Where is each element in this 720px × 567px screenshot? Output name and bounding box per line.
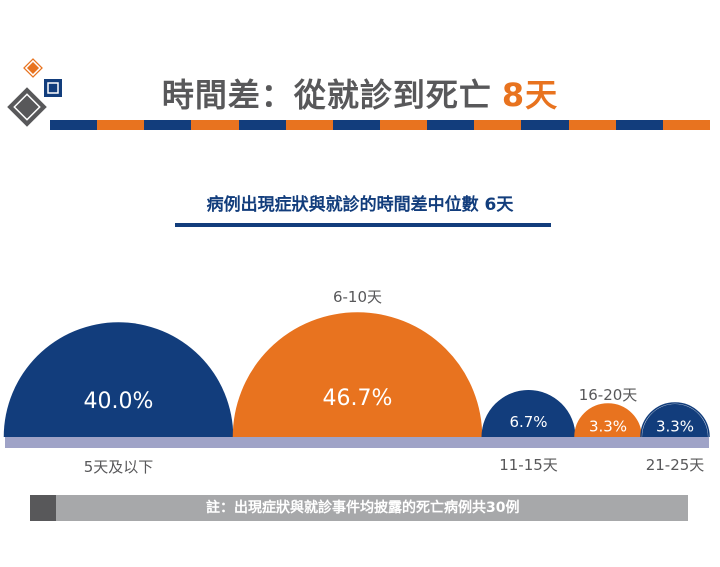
value-semicircle-2 bbox=[481, 390, 576, 437]
category-label-2: 11-15天 bbox=[499, 456, 558, 474]
category-label-1: 6-10天 bbox=[333, 288, 382, 306]
value-label-0: 40.0% bbox=[84, 389, 154, 414]
value-label-2: 6.7% bbox=[509, 413, 547, 431]
category-label-3: 16-20天 bbox=[579, 386, 638, 404]
chart-subtitle: 病例出現症狀與就診的時間差中位數 6天 bbox=[206, 195, 514, 215]
category-label-0: 5天及以下 bbox=[84, 458, 154, 476]
value-label-3: 3.3% bbox=[589, 418, 627, 436]
outline-arc-3 bbox=[574, 403, 642, 438]
footnote-bar: 註：出現症狀與就診事件均披露的死亡病例共30例 bbox=[30, 495, 688, 521]
title-highlight: 8天 bbox=[501, 76, 559, 114]
category-label-4: 21-25天 bbox=[646, 456, 705, 474]
subtitle-underline bbox=[175, 223, 551, 227]
value-semicircle-3 bbox=[575, 404, 641, 437]
brand-logo bbox=[7, 58, 62, 127]
value-semicircle-1 bbox=[233, 313, 482, 437]
footnote-text: 註：出現症狀與就診事件均披露的死亡病例共30例 bbox=[56, 495, 688, 521]
chart-baseline bbox=[5, 437, 709, 448]
page-title: 時間差：從就診到死亡 8天 bbox=[0, 70, 720, 116]
title-main: 時間差：從就診到死亡 bbox=[161, 76, 492, 114]
decorative-stripe bbox=[50, 120, 710, 130]
value-semicircle-4 bbox=[642, 404, 708, 437]
outline-arc-4 bbox=[640, 402, 710, 438]
value-label-1: 46.7% bbox=[323, 386, 393, 411]
footnote-accent bbox=[30, 495, 56, 521]
value-label-4: 3.3% bbox=[656, 418, 694, 436]
value-semicircle-0 bbox=[3, 322, 234, 437]
